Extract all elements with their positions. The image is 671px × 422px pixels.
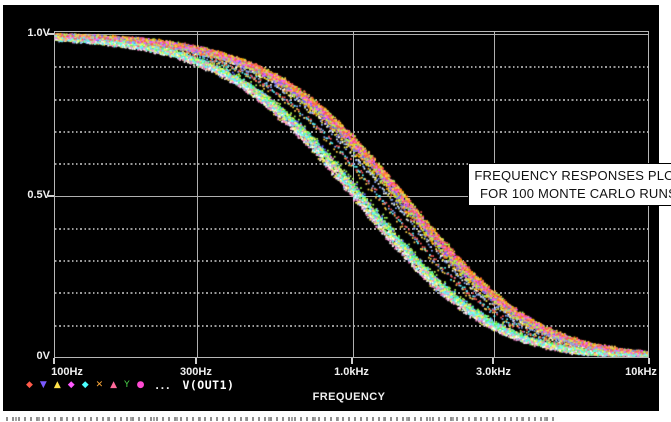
trace-legend: ◆ ▼ ▲ ◆ ◆ ✕ ▲ Y ● ... V(OUT1) — [26, 378, 234, 392]
x-axis-tick — [53, 358, 55, 364]
x-tick-label: 1.0kHz — [334, 366, 369, 378]
x-tick-label: 3.0kHz — [476, 366, 511, 378]
legend-marker: ● — [136, 380, 145, 390]
legend-marker: Y — [124, 380, 130, 390]
clipped-caption-text — [6, 417, 554, 421]
x-tick-label: 100Hz — [51, 366, 83, 378]
legend-trace-label: V(OUT1) — [182, 378, 235, 392]
y-axis-tick — [48, 194, 54, 197]
annotation-box: FREQUENCY RESPONSES PLOT FOR 100 MONTE C… — [468, 163, 671, 206]
x-axis-title: FREQUENCY — [312, 391, 386, 403]
legend-marker: ◆ — [81, 380, 89, 390]
plot-area: FREQUENCY RESPONSES PLOT FOR 100 MONTE C… — [54, 31, 671, 358]
legend-marker: ◆ — [26, 380, 33, 390]
legend-ellipsis: ... — [155, 378, 172, 392]
legend-marker: ✕ — [95, 380, 104, 390]
x-tick-label: 10kHz — [625, 366, 657, 378]
y-tick-label: 0V — [36, 350, 50, 362]
x-axis-tick — [350, 358, 353, 364]
y-tick-label: 1.0V — [27, 27, 50, 39]
plot-frame: FREQUENCY RESPONSES PLOT FOR 100 MONTE C… — [3, 5, 671, 411]
x-tick-label: 300Hz — [180, 366, 212, 378]
annotation-line-1: FREQUENCY RESPONSES PLOT — [474, 167, 671, 183]
annotation-line-2: FOR 100 MONTE CARLO RUNS — [480, 185, 671, 201]
y-tick-label: 0.5V — [27, 188, 50, 201]
x-axis-tick — [194, 358, 197, 364]
legend-markers: ◆ ▼ ▲ ◆ ◆ ✕ ▲ Y ● — [26, 380, 144, 390]
y-axis-tick — [48, 33, 54, 35]
legend-marker: ▲ — [110, 380, 118, 390]
legend-marker: ▼ — [39, 380, 47, 390]
x-axis-tick — [492, 358, 495, 364]
legend-marker: ◆ — [67, 380, 75, 390]
legend-marker: ▲ — [53, 380, 61, 390]
x-axis-tick — [648, 358, 650, 364]
